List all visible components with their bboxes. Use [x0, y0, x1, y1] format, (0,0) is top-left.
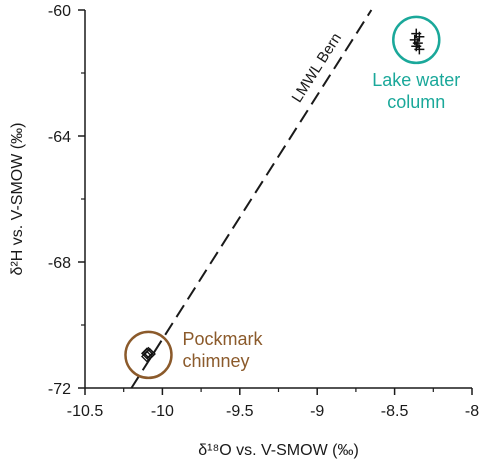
y-tick-label: -64 — [48, 129, 71, 146]
group-label: column — [387, 92, 445, 112]
data-point — [414, 44, 425, 55]
group-label: Lake water — [372, 70, 460, 90]
y-tick-label: -72 — [48, 381, 71, 398]
ticks: -10.5 -10 -9.5 -9 -8.5 -8 -72 -68 -64 -60 — [48, 3, 479, 420]
x-axis-title: δ¹⁸O vs. V-SMOW (‰) — [198, 442, 359, 459]
x-tick-label: -8.5 — [381, 403, 409, 420]
y-tick-label: -68 — [48, 255, 71, 272]
x-tick-label: -9 — [310, 403, 324, 420]
x-tick-label: -9.5 — [226, 403, 254, 420]
y-axis-title: δ²H vs. V-SMOW (‰) — [9, 123, 26, 276]
group-circle — [124, 330, 173, 380]
data-point — [141, 350, 153, 363]
data-point — [142, 346, 155, 359]
x-tick-label: -10.5 — [67, 403, 104, 420]
y-tick-label: -60 — [48, 3, 71, 20]
x-tick-label: -8 — [465, 403, 479, 420]
x-tick-label: -10 — [151, 403, 174, 420]
lmwl-line — [130, 9, 373, 389]
group-label: chimney — [182, 351, 249, 371]
group-circle — [392, 15, 441, 65]
group-label: Pockmark — [182, 329, 263, 349]
